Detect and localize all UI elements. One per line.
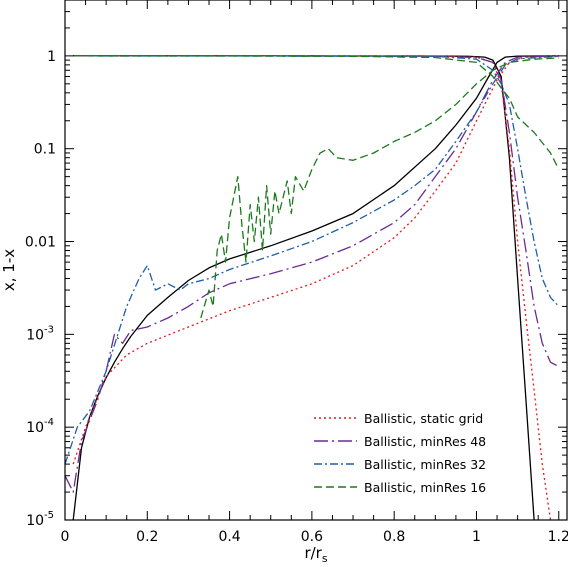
legend-label: Ballistic, static grid — [364, 411, 483, 426]
x-tick-label: 1 — [472, 529, 481, 545]
x-tick-label: 0.4 — [218, 529, 240, 545]
series-layer — [65, 55, 560, 520]
ticks-layer — [64, 0, 567, 521]
y-tick-label: 10-5 — [26, 510, 54, 529]
series-4-one-minus-x-line — [200, 57, 559, 319]
y-tick-label: 0.01 — [25, 235, 56, 251]
y-axis-label: x, 1-x — [0, 249, 18, 291]
y-tick-label: 10-3 — [26, 324, 54, 343]
x-tick-label: 0.6 — [301, 529, 323, 545]
series-1-one-minus-x-line — [72, 55, 559, 465]
x-tick-label: 0.2 — [136, 529, 158, 545]
labels-layer: 0 0.2 0.4 0.6 0.8 1 1.2 1 0.1 0.01 10-3 10-4 10-5 — [25, 49, 568, 545]
legend: Ballistic, static grid Ballistic, minRes … — [314, 411, 486, 495]
x-tick-label: 1.2 — [548, 529, 568, 545]
series-1-x-frac-line — [73, 55, 552, 520]
plot-frame — [64, 0, 568, 521]
legend-label: Ballistic, minRes 48 — [364, 434, 486, 449]
y-tick-label: 1 — [47, 49, 56, 65]
series-3-one-minus-x-line — [65, 55, 559, 465]
series-0-one-minus-x-line — [72, 55, 559, 520]
y-tick-label: 10-4 — [26, 417, 54, 436]
legend-label: Ballistic, minRes 32 — [364, 457, 486, 472]
x-tick-label: 0.8 — [383, 529, 405, 545]
legend-label: Ballistic, minRes 16 — [364, 480, 486, 495]
x-tick-label: 0 — [61, 529, 70, 545]
series-4-x-frac-line — [73, 55, 560, 170]
y-tick-label: 0.1 — [34, 142, 56, 158]
series-2-x-frac-line — [73, 55, 560, 368]
